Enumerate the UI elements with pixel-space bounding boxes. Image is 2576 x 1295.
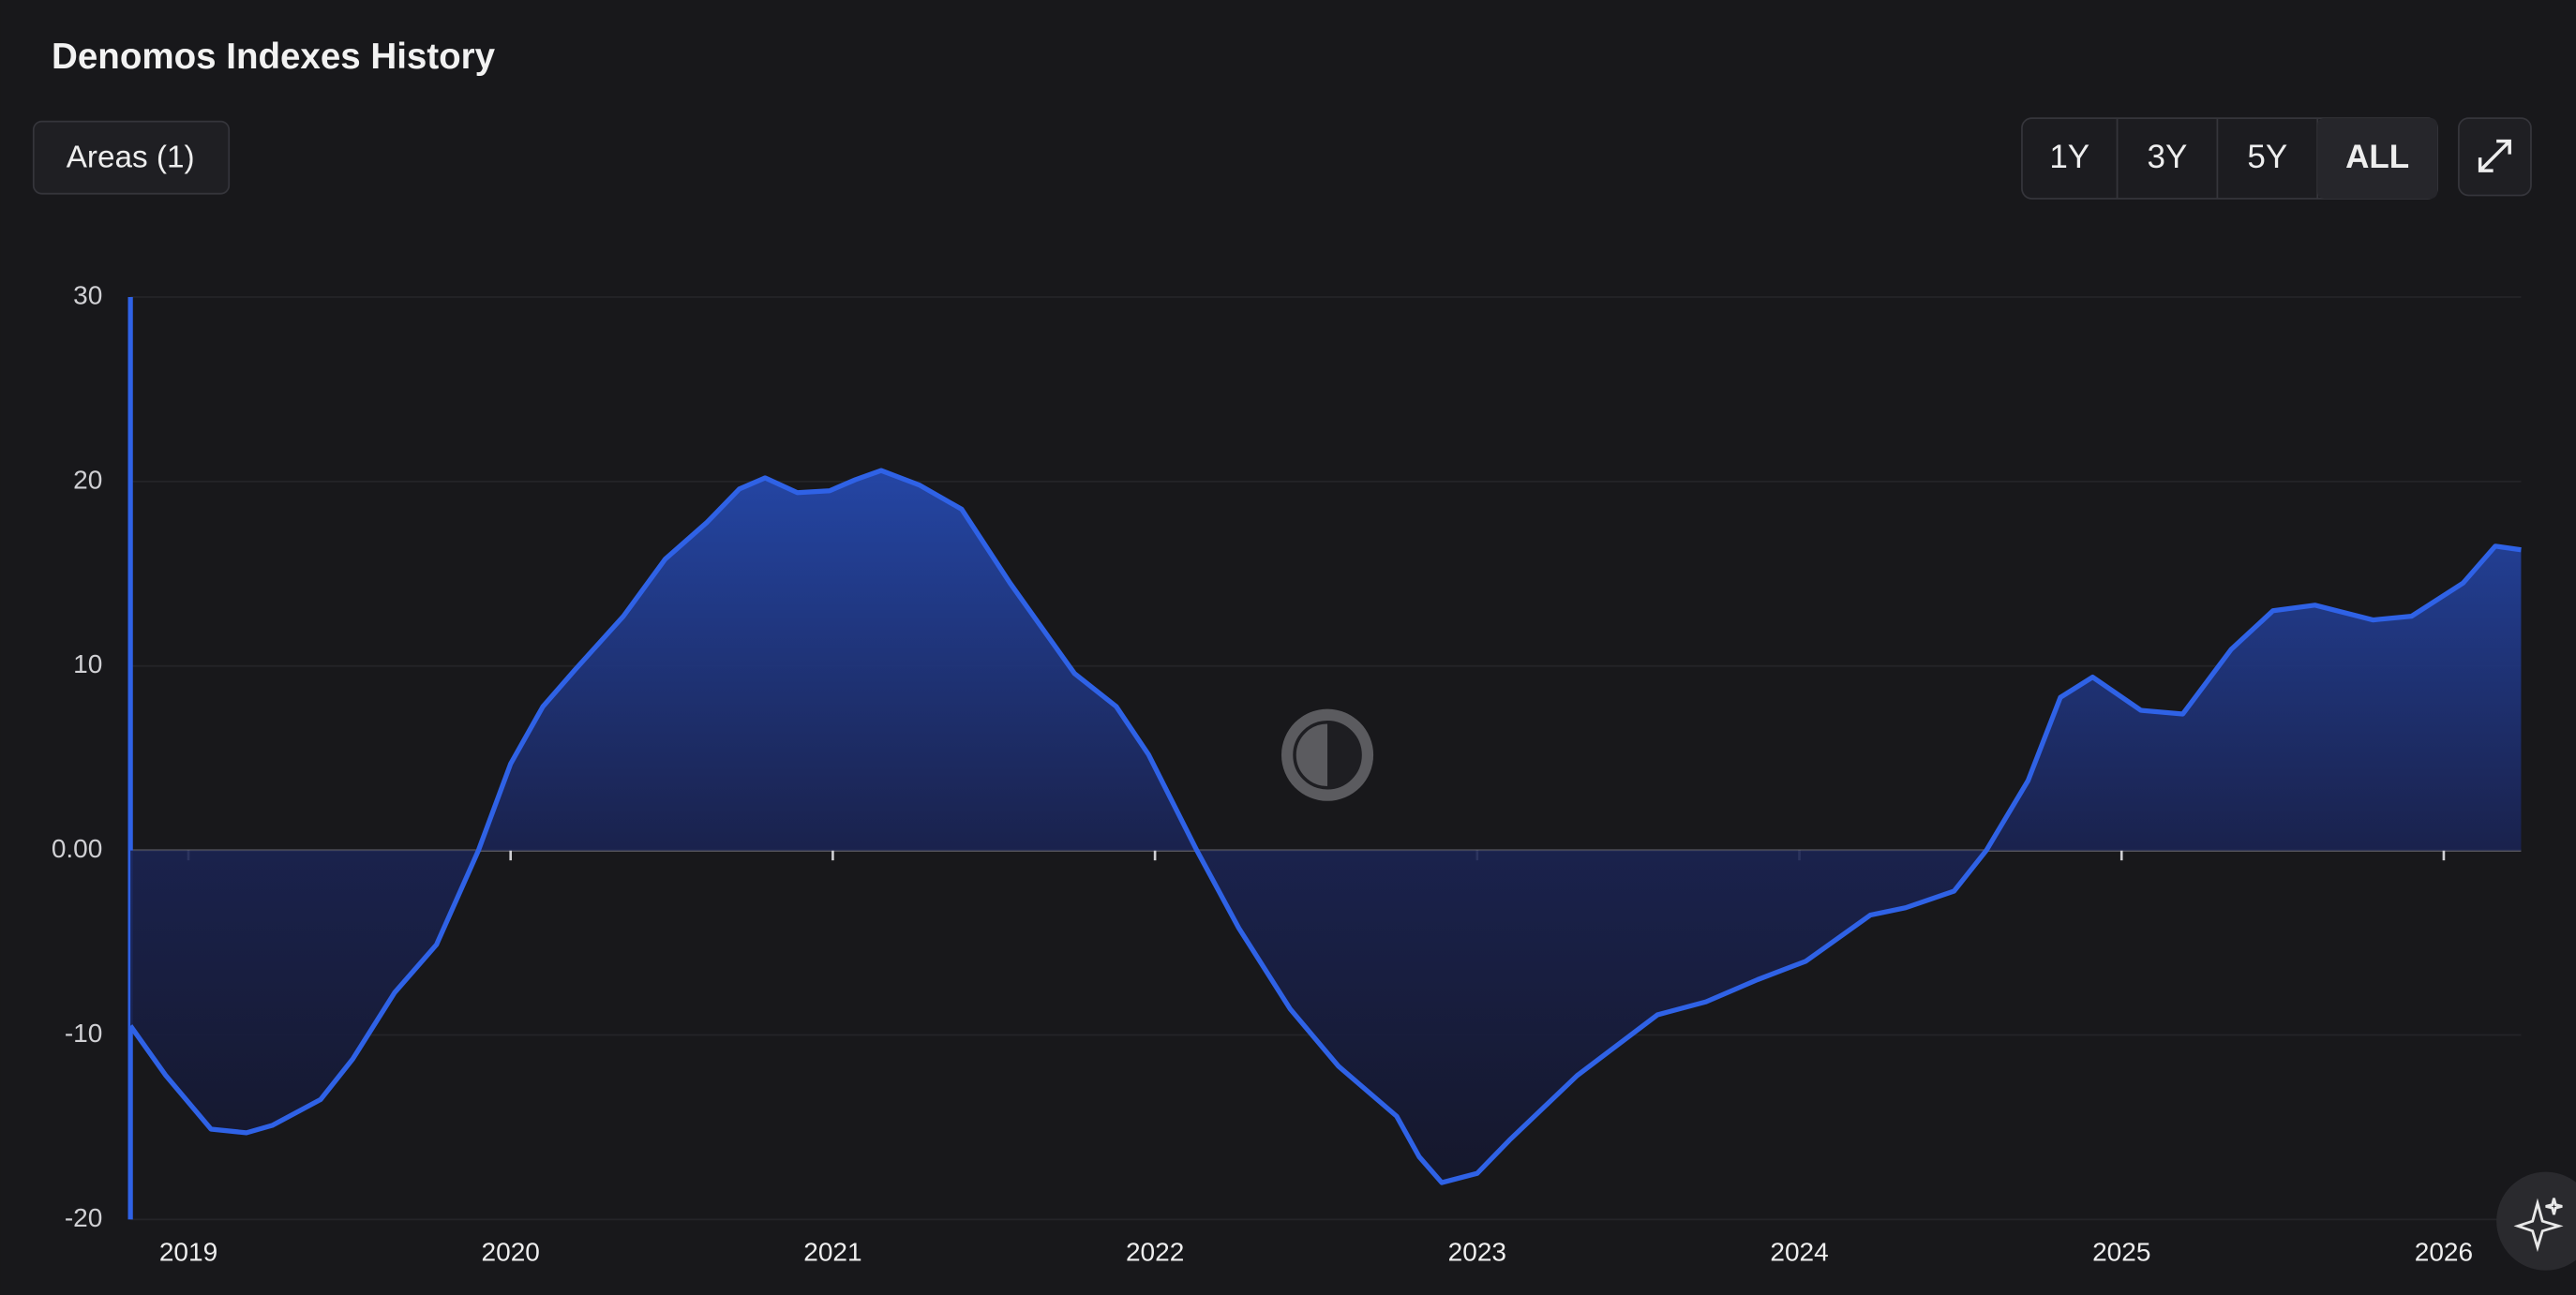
x-tick-label: 2025 xyxy=(2092,1238,2150,1267)
y-tick-label: 0.00 xyxy=(52,834,103,863)
x-tick-label: 2026 xyxy=(2415,1238,2473,1267)
y-tick-label: 20 xyxy=(73,465,102,494)
x-tick-label: 2022 xyxy=(1126,1238,1184,1267)
page-title: Denomos Indexes History xyxy=(52,37,496,77)
y-tick-label: 10 xyxy=(73,649,102,678)
theme-toggle[interactable] xyxy=(1281,708,1374,801)
y-tick-label: -20 xyxy=(65,1203,102,1232)
areas-button[interactable]: Areas (1) xyxy=(32,120,231,195)
assistant-icon[interactable] xyxy=(2513,1198,2564,1253)
range-active[interactable] xyxy=(2317,118,2438,199)
toggle-half[interactable] xyxy=(1327,722,1361,788)
x-tick-label: 2021 xyxy=(803,1238,861,1267)
y-tick-label: -10 xyxy=(65,1019,102,1048)
toggle-ring[interactable] xyxy=(1293,720,1362,790)
range-button[interactable]: 5Y xyxy=(2247,139,2287,175)
x-tick-label: 2020 xyxy=(482,1238,540,1267)
range-selector: 1Y 3Y 5Y ALL xyxy=(2021,117,2438,200)
expand-icon[interactable] xyxy=(2478,139,2511,172)
area-fill xyxy=(130,470,2522,1183)
x-tick-label: 2019 xyxy=(159,1238,217,1267)
plot: -20 -10 0.00 10 20 30 2019 2020 2021 2022 2023 2024… xyxy=(52,280,2522,1267)
assistant-circle[interactable] xyxy=(2496,1171,2576,1271)
range-button[interactable]: ALL xyxy=(2345,139,2409,175)
areas-button-label[interactable]: Areas (1) xyxy=(67,141,195,175)
areas-button-box[interactable] xyxy=(32,120,231,195)
line xyxy=(127,468,2522,1185)
range-button[interactable]: 1Y xyxy=(2049,139,2089,175)
expand-button[interactable] xyxy=(2458,117,2532,197)
x-tick-label: 2024 xyxy=(1770,1238,1828,1267)
assistant-button[interactable] xyxy=(2496,1171,2576,1271)
y-tick-label: 30 xyxy=(73,280,102,309)
range-button[interactable]: 3Y xyxy=(2148,139,2188,175)
x-tick-label: 2023 xyxy=(1448,1238,1506,1267)
